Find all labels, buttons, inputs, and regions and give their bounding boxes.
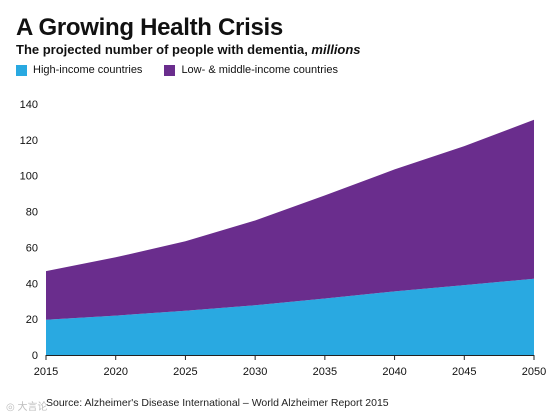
legend: High-income countries Low- & middle-inco… xyxy=(16,64,360,76)
chart-title: A Growing Health Crisis xyxy=(16,14,283,41)
x-tick-label-2045: 2045 xyxy=(452,366,476,378)
y-tick-label-40: 40 xyxy=(26,278,38,290)
y-tick-label-140: 140 xyxy=(20,99,38,111)
source-note: Source: Alzheimer's Disease Internationa… xyxy=(46,397,389,409)
subtitle-unit: millions xyxy=(311,42,361,57)
y-tick-label-60: 60 xyxy=(26,242,38,254)
y-tick-label-20: 20 xyxy=(26,314,38,326)
y-tick-label-0: 0 xyxy=(32,350,38,362)
subtitle-text: The projected number of people with deme… xyxy=(16,42,312,57)
x-tick-label-2040: 2040 xyxy=(382,366,406,378)
x-tick-label-2030: 2030 xyxy=(243,366,267,378)
legend-swatch-low-middle-income xyxy=(164,64,176,76)
legend-swatch-high-income xyxy=(16,64,27,76)
legend-item-high-income: High-income countries xyxy=(16,64,142,76)
y-tick-label-80: 80 xyxy=(26,207,38,219)
y-tick-label-100: 100 xyxy=(20,171,38,183)
x-tick-label-2020: 2020 xyxy=(103,366,127,378)
x-tick-label-2025: 2025 xyxy=(173,366,197,378)
legend-item-low-middle-income: Low- & middle-income countries xyxy=(164,64,338,76)
chart-subtitle: The projected number of people with deme… xyxy=(16,42,361,57)
legend-label-high-income: High-income countries xyxy=(33,64,143,76)
area-series-low-middle-income xyxy=(46,119,534,320)
watermark-logo: ◎ 大言论 xyxy=(6,402,48,413)
legend-label-low-middle-income: Low- & middle-income countries xyxy=(181,64,338,76)
area-series-high-income xyxy=(46,278,534,355)
x-tick-label-2035: 2035 xyxy=(313,366,337,378)
x-tick-label-2050: 2050 xyxy=(522,366,546,378)
x-tick-label-2015: 2015 xyxy=(34,366,58,378)
y-tick-label-120: 120 xyxy=(20,135,38,147)
